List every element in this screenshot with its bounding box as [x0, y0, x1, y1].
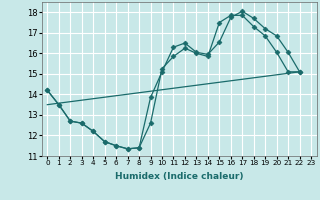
- X-axis label: Humidex (Indice chaleur): Humidex (Indice chaleur): [115, 172, 244, 181]
